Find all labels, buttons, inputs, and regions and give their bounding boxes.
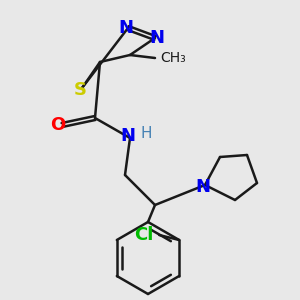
Text: N: N bbox=[118, 19, 134, 37]
Text: CH₃: CH₃ bbox=[160, 51, 186, 65]
Text: H: H bbox=[140, 125, 152, 140]
Text: N: N bbox=[196, 178, 211, 196]
Text: N: N bbox=[121, 127, 136, 145]
Text: Cl: Cl bbox=[134, 226, 154, 244]
Text: N: N bbox=[149, 29, 164, 47]
Text: O: O bbox=[50, 116, 66, 134]
Text: S: S bbox=[74, 81, 86, 99]
